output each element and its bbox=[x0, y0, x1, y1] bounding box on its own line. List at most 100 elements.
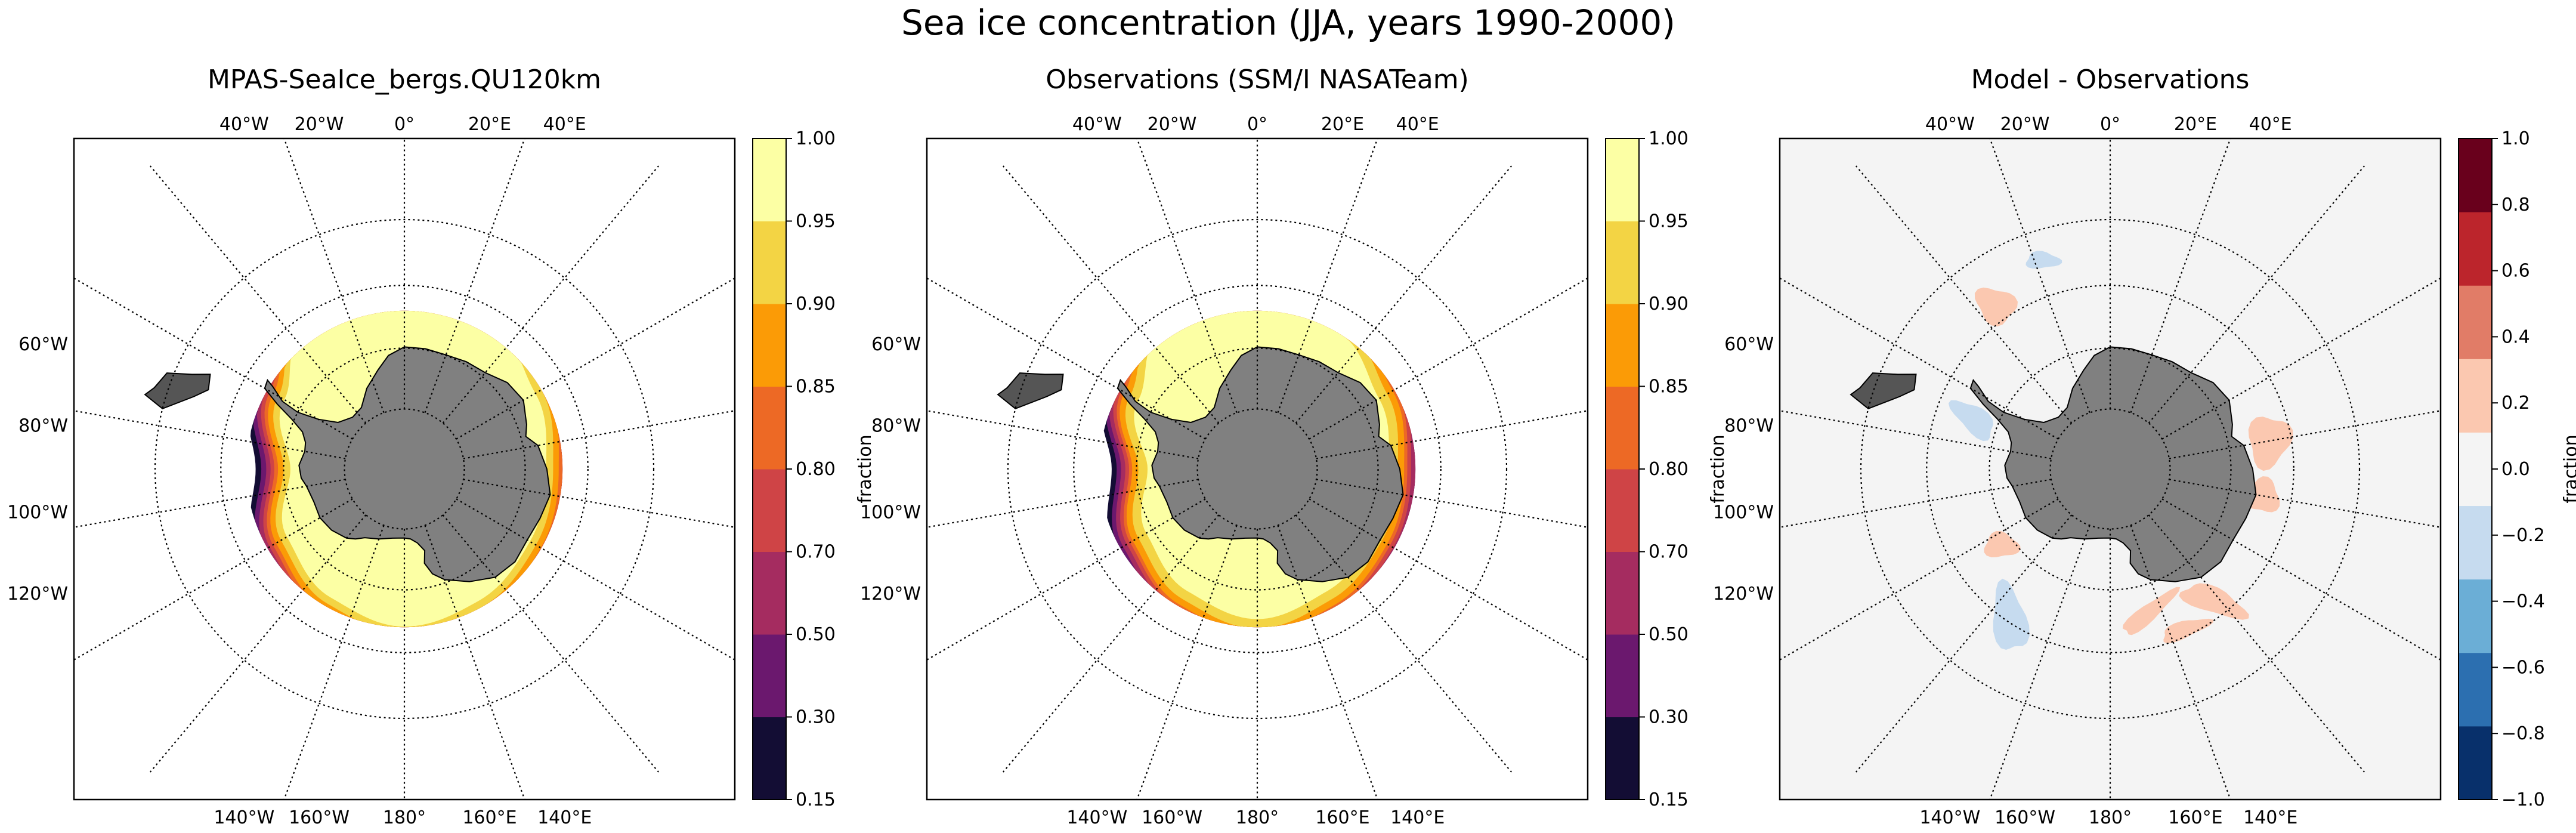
meridian-line bbox=[1309, 277, 1588, 440]
longitude-label-left: 60°W bbox=[871, 334, 921, 355]
colorbar: 0.15 0.30 0.50 0.70 0.80 0.85 0.90 0.95 1.00 frac… bbox=[1605, 128, 1728, 810]
colorbar-segment bbox=[753, 304, 786, 387]
colorbar-tick-label: −1.0 bbox=[2501, 789, 2545, 810]
meridian-line bbox=[74, 498, 353, 661]
colorbar-tick-label: 0.50 bbox=[796, 624, 836, 645]
meridian-line bbox=[1295, 165, 1513, 424]
colorbar-tick-label: 0.0 bbox=[2501, 459, 2530, 480]
antarctica-land bbox=[1117, 346, 1404, 582]
map-area bbox=[74, 138, 735, 800]
anomaly-patch bbox=[2179, 583, 2249, 620]
longitude-label-top: 20°W bbox=[1148, 114, 1197, 135]
longitude-label-top: 40°W bbox=[219, 114, 269, 135]
colorbar-tick-label: 0.85 bbox=[796, 377, 836, 397]
longitude-label-left: 100°W bbox=[7, 502, 68, 523]
meridian-line bbox=[1989, 138, 2091, 413]
colorbar-segment bbox=[2459, 138, 2492, 212]
meridian-line bbox=[442, 514, 660, 773]
longitude-label-bottom: 180° bbox=[383, 807, 426, 828]
meridian-line bbox=[1295, 514, 1513, 773]
longitude-label-top: 20°E bbox=[2174, 114, 2217, 135]
colorbar-tick-label: 0.4 bbox=[2501, 326, 2530, 347]
colorbar-segment bbox=[1606, 469, 1639, 552]
latitude-circle bbox=[1989, 347, 2232, 591]
longitude-label-left: 80°W bbox=[871, 415, 921, 436]
longitude-label-top: 40°E bbox=[2249, 114, 2292, 135]
colorbar-tick-label: 0.15 bbox=[1649, 789, 1689, 810]
colorbar-tick-label: 1.00 bbox=[796, 128, 836, 149]
map-panel-1: MPAS-SeaIce_bergs.QU120km 40°W 20°W 0° 20°E 4… bbox=[7, 64, 876, 828]
meridian-line bbox=[424, 138, 525, 413]
longitude-label-left: 120°W bbox=[1713, 584, 1774, 604]
map-area bbox=[1780, 138, 2441, 800]
colorbar-tick-label: 0.90 bbox=[796, 294, 836, 314]
longitude-label-left: 100°W bbox=[860, 502, 921, 523]
longitude-label-top: 20°W bbox=[295, 114, 344, 135]
colorbar-segment bbox=[2459, 212, 2492, 286]
longitude-label-left: 120°W bbox=[7, 584, 68, 604]
colorbar-segment bbox=[753, 386, 786, 470]
meridian-line bbox=[1316, 479, 1588, 528]
longitude-label-bottom: 160°E bbox=[2168, 807, 2222, 828]
map-frame bbox=[73, 137, 736, 801]
meridian-line bbox=[463, 479, 735, 528]
longitude-label-top: 0° bbox=[394, 114, 415, 135]
meridian-line bbox=[283, 138, 385, 413]
colorbar-segment bbox=[753, 551, 786, 635]
latitude-circle bbox=[154, 218, 655, 720]
colorbar-segment bbox=[753, 221, 786, 304]
colorbar-tick-label: 0.30 bbox=[1649, 707, 1689, 728]
meridian-line bbox=[149, 165, 367, 424]
colorbar-tick-label: 1.0 bbox=[2501, 128, 2530, 149]
anomaly-patch bbox=[2122, 587, 2181, 635]
meridian-line bbox=[456, 277, 735, 440]
longitude-label-bottom: 180° bbox=[2089, 807, 2132, 828]
graticule bbox=[927, 138, 1588, 800]
longitude-label-left: 60°W bbox=[1724, 334, 1774, 355]
colorbar-tick-label: 0.30 bbox=[796, 707, 836, 728]
south-america-land bbox=[997, 372, 1064, 410]
meridian-line bbox=[1780, 498, 2059, 661]
longitude-label-left: 60°W bbox=[18, 334, 68, 355]
colorbar-segment bbox=[2459, 652, 2492, 727]
meridian-line bbox=[74, 277, 353, 440]
longitude-label-top: 20°E bbox=[1321, 114, 1364, 135]
meridian-line bbox=[74, 410, 346, 459]
colorbar-tick-label: 0.95 bbox=[1649, 211, 1689, 232]
meridian-line bbox=[2148, 514, 2365, 773]
colorbar-tick-label: 1.00 bbox=[1649, 128, 1689, 149]
meridian-line bbox=[1002, 514, 1220, 773]
longitude-label-bottom: 140°W bbox=[1919, 807, 1980, 828]
longitude-label-top: 40°E bbox=[1396, 114, 1439, 135]
colorbar-segment bbox=[1606, 551, 1639, 635]
colorbar-segment bbox=[2459, 359, 2492, 433]
meridian-line bbox=[1855, 514, 2073, 773]
longitude-label-left: 80°W bbox=[1724, 415, 1774, 436]
colorbar-tick-label: −0.8 bbox=[2501, 723, 2545, 744]
graticule bbox=[74, 138, 735, 800]
longitude-label-left: 100°W bbox=[1713, 502, 1774, 523]
colorbar-tick-label: 0.6 bbox=[2501, 261, 2530, 282]
latitude-circle bbox=[1007, 218, 1508, 720]
longitude-label-bottom: 160°W bbox=[1994, 807, 2055, 828]
graticule bbox=[1780, 138, 2441, 800]
longitude-label-bottom: 160°E bbox=[1315, 807, 1369, 828]
meridian-line bbox=[2169, 479, 2441, 528]
latitude-circle bbox=[1073, 285, 1442, 653]
colorbar-segment bbox=[753, 634, 786, 717]
south-america-land bbox=[144, 372, 211, 410]
colorbar-tick-label: 0.8 bbox=[2501, 195, 2530, 215]
meridian-line bbox=[927, 410, 1199, 459]
latitude-circle bbox=[1136, 347, 1379, 591]
meridian-line bbox=[149, 514, 367, 773]
colorbar-tick-label: 0.90 bbox=[1649, 294, 1689, 314]
meridian-line bbox=[2130, 138, 2231, 413]
colorbar-segment bbox=[753, 717, 786, 800]
colorbar-tick-label: 0.80 bbox=[1649, 459, 1689, 480]
longitude-label-bottom: 160°W bbox=[1142, 807, 1202, 828]
longitude-label-bottom: 160°W bbox=[289, 807, 350, 828]
antarctica-land bbox=[1969, 346, 2257, 582]
meridian-line bbox=[1136, 138, 1238, 413]
meridian-line bbox=[283, 525, 385, 800]
